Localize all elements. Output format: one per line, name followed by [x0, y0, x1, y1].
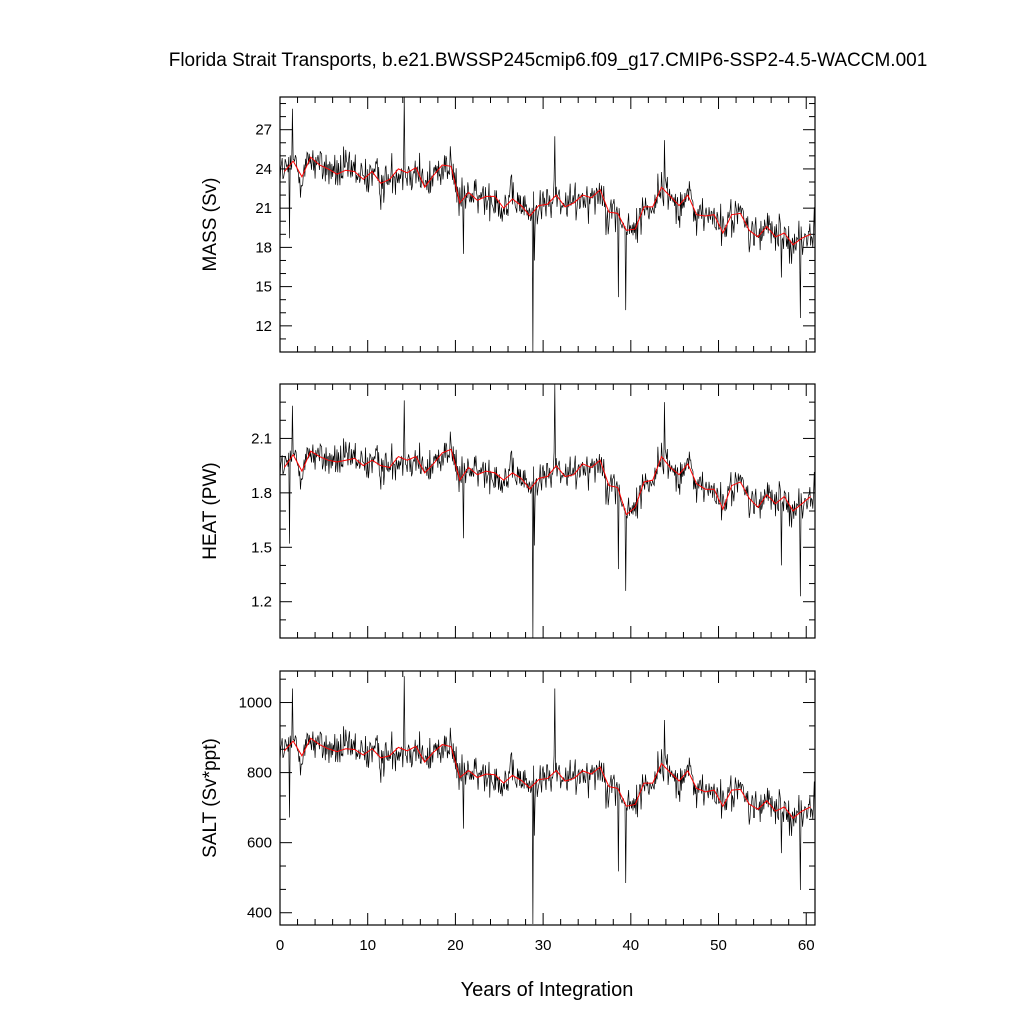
y-axis-label: SALT (Sv*ppt)	[200, 738, 221, 858]
y-tick-label: 400	[247, 905, 272, 922]
annual-mean-line	[284, 156, 811, 246]
panel-2: 1.2 1.5 1.8 2.1 HEAT (PW)	[200, 383, 816, 639]
y-tick-label: 21	[255, 200, 272, 217]
y-tick-label: 1000	[239, 695, 272, 712]
monthly-series-line	[279, 96, 816, 353]
panel-1: 12 15 18 21 24 27 MASS (Sv)	[200, 96, 816, 353]
y-tick-label: 18	[255, 239, 272, 256]
y-tick-label: 24	[255, 161, 272, 178]
x-tick-label: 60	[798, 937, 815, 954]
plot-frame	[279, 96, 816, 353]
panel-3: 400 600 800 1000 SALT (Sv*ppt) 0 10 20 30 40 50 60	[200, 670, 816, 954]
y-axis-label: MASS (Sv)	[200, 178, 221, 272]
x-axis-label: Years of Integration	[461, 979, 634, 1001]
plot-frame	[279, 383, 816, 639]
monthly-series-line	[279, 676, 816, 924]
x-tick-label: 50	[710, 937, 727, 954]
y-tick-label: 600	[247, 835, 272, 852]
y-tick-label: 2.1	[251, 430, 272, 447]
annual-mean-line	[284, 737, 811, 819]
y-tick-label: 1.2	[251, 594, 272, 611]
y-tick-label: 1.5	[251, 539, 272, 556]
y-axis-label: HEAT (PW)	[200, 462, 221, 559]
y-tick-label: 15	[255, 279, 272, 296]
x-tick-label: 20	[447, 937, 464, 954]
x-tick-label: 40	[622, 937, 639, 954]
panels: 12 15 18 21 24 27 MASS (Sv) 1.2 1.5 1.8 2.1 HEAT (P…	[200, 96, 816, 954]
y-tick-label: 12	[255, 318, 272, 335]
chart-title: Florida Strait Transports, b.e21.BWSSP24…	[169, 50, 928, 71]
plot-frame	[279, 670, 816, 926]
x-tick-label: 30	[535, 937, 552, 954]
y-tick-label: 1.8	[251, 485, 272, 502]
monthly-series-line	[279, 383, 816, 639]
y-tick-label: 27	[255, 122, 272, 139]
x-tick-label: 10	[359, 937, 376, 954]
y-tick-label: 800	[247, 765, 272, 782]
annual-mean-line	[283, 448, 811, 516]
x-tick-label: 0	[276, 937, 284, 954]
